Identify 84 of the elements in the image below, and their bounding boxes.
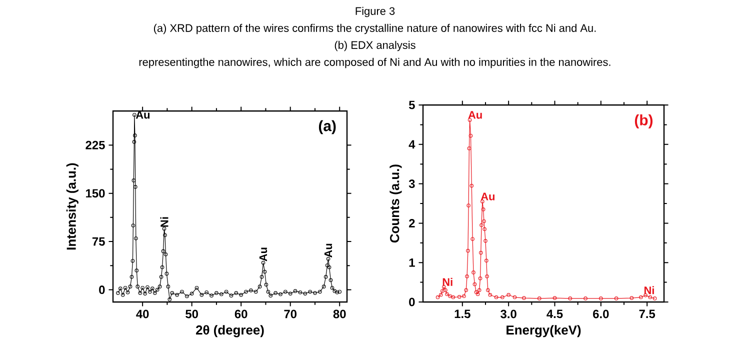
point — [468, 134, 473, 138]
point — [648, 295, 652, 300]
y-tick-label: 1 — [409, 258, 415, 267]
annotation: Au — [136, 111, 150, 119]
point — [537, 296, 542, 300]
point — [552, 296, 557, 300]
point — [466, 248, 470, 253]
y-tick-label: 3 — [408, 180, 415, 188]
point — [457, 294, 462, 299]
point — [438, 293, 443, 297]
point — [472, 270, 476, 274]
text: (b) — [634, 114, 653, 128]
x-tick-label: 50 — [186, 310, 198, 318]
point — [639, 295, 643, 300]
point — [466, 204, 470, 208]
text: (b) EDX analysis — [334, 40, 416, 52]
y-tick-label: 2 — [409, 219, 415, 228]
point — [478, 250, 483, 255]
point — [506, 293, 510, 297]
point — [485, 274, 489, 278]
point — [445, 292, 449, 296]
point — [482, 219, 486, 224]
y-tick-label: 0 — [409, 298, 415, 306]
y-tick-label: 150 — [86, 189, 105, 198]
y-tick-label: 75 — [92, 237, 105, 246]
x-tick-label: 4.5 — [546, 310, 563, 318]
point — [512, 295, 517, 300]
x-axis-title: Energy(keV) — [506, 325, 581, 338]
y-axis-title: Counts (a.u.) — [390, 164, 402, 243]
point — [599, 296, 603, 300]
point — [480, 223, 484, 228]
point — [488, 293, 492, 297]
point — [464, 288, 468, 292]
point — [477, 288, 482, 292]
y-tick-label: 225 — [86, 140, 105, 150]
text: (a) — [318, 120, 336, 134]
point — [484, 239, 488, 243]
y-tick-label: 4 — [408, 140, 416, 149]
point — [486, 288, 490, 292]
point — [440, 289, 444, 293]
point — [470, 184, 474, 188]
x-axis-title: 2θ (degree) — [196, 325, 264, 338]
point — [500, 295, 504, 300]
point — [494, 295, 498, 300]
text: Figure 3 — [356, 6, 395, 18]
point — [478, 276, 482, 280]
point — [470, 237, 474, 241]
annotation: Ni — [160, 217, 168, 227]
point — [584, 296, 588, 300]
y-tick-label: 5 — [408, 100, 415, 110]
annotation: Ni — [442, 278, 452, 286]
point — [444, 288, 448, 292]
point — [472, 282, 477, 286]
annotation: Au — [480, 192, 494, 200]
point — [482, 227, 486, 232]
x-tick-label: 7.5 — [639, 310, 656, 318]
point — [484, 258, 488, 263]
point — [614, 296, 618, 300]
x-tick-label: 6.0 — [593, 310, 609, 318]
text: (a) XRD pattern of the wires confirms the crystalline nature of nanowires with fcc Ni and Au. — [154, 24, 596, 34]
annotation: Au — [468, 111, 482, 119]
point — [474, 290, 478, 294]
annotation: Au — [324, 244, 332, 258]
point — [465, 274, 469, 278]
point — [462, 294, 466, 298]
text: representingthe nanowires, which are composed of Ni and Au with no impurities in the nanowires. — [139, 58, 610, 68]
point — [481, 208, 486, 212]
x-tick-label: 1.5 — [454, 310, 470, 318]
annotation: Ni — [644, 286, 654, 294]
point — [448, 294, 452, 298]
x-tick-label: 70 — [284, 310, 297, 318]
x-tick-label: 80 — [333, 310, 346, 318]
point — [476, 292, 480, 296]
point — [568, 296, 572, 300]
point — [467, 146, 472, 150]
x-tick-label: 40 — [136, 310, 149, 318]
y-tick-label: 0 — [99, 286, 105, 294]
x-tick-label: 60 — [234, 310, 248, 318]
x-tick-label: 3.0 — [500, 310, 516, 318]
point — [451, 295, 456, 300]
point — [630, 296, 634, 300]
annotation: Au — [259, 248, 268, 262]
y-axis-title: Intensity (a.u.) — [66, 163, 78, 250]
point — [522, 296, 526, 300]
